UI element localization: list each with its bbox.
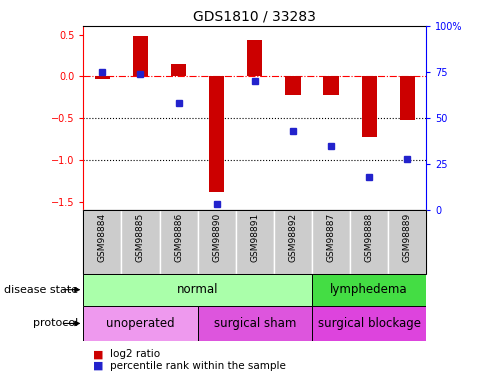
Bar [312,306,426,341]
Bar [362,76,377,136]
Bar [133,36,148,76]
Bar [83,274,312,306]
Title: GDS1810 / 33283: GDS1810 / 33283 [194,10,316,24]
Text: percentile rank within the sample: percentile rank within the sample [110,361,286,370]
Bar [312,274,426,306]
Text: GSM98889: GSM98889 [403,213,412,262]
Text: GSM98886: GSM98886 [174,213,183,262]
Text: protocol: protocol [33,318,78,328]
Bar [312,210,350,274]
Bar [197,306,312,341]
Bar [323,76,339,95]
Text: GSM98892: GSM98892 [289,213,297,262]
Text: surgical sham: surgical sham [214,317,296,330]
Text: GSM98884: GSM98884 [98,213,107,262]
Bar [209,76,224,192]
Text: GSM98887: GSM98887 [326,213,336,262]
Bar [83,210,122,274]
Bar [197,210,236,274]
Text: GSM98885: GSM98885 [136,213,145,262]
Bar [95,76,110,79]
Text: GSM98891: GSM98891 [250,213,259,262]
Bar [236,210,274,274]
Text: unoperated: unoperated [106,317,175,330]
Bar [83,306,197,341]
Text: GSM98888: GSM98888 [365,213,374,262]
Bar [274,210,312,274]
Text: lymphedema: lymphedema [330,283,408,296]
Bar [171,64,186,76]
Bar [122,210,160,274]
Text: log2 ratio: log2 ratio [110,350,160,359]
Bar [388,210,426,274]
Bar [285,76,300,95]
Bar [350,210,388,274]
Text: ■: ■ [93,350,103,359]
Bar [400,76,415,120]
Text: surgical blockage: surgical blockage [318,317,420,330]
Text: disease state: disease state [4,285,78,295]
Text: GSM98890: GSM98890 [212,213,221,262]
Text: normal: normal [177,283,219,296]
Bar [247,40,263,76]
Bar [160,210,197,274]
Text: ■: ■ [93,361,103,370]
